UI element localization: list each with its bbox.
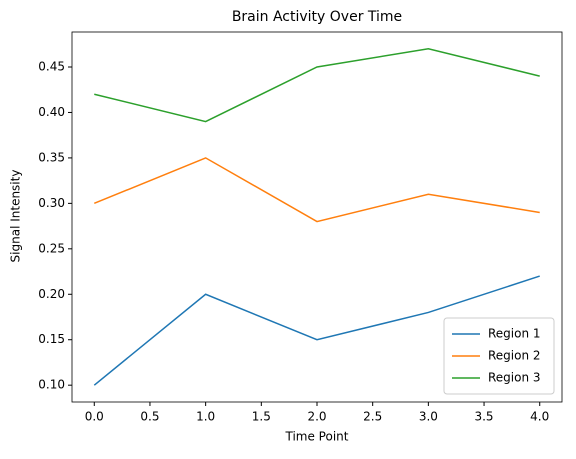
x-tick-label: 4.0 bbox=[530, 410, 549, 424]
series-line bbox=[93, 275, 540, 386]
y-tick-label: 0.30 bbox=[38, 196, 65, 210]
y-tick-label: 0.35 bbox=[38, 150, 65, 164]
y-tick-label: 0.15 bbox=[38, 332, 65, 346]
x-tick-label: 3.5 bbox=[474, 410, 493, 424]
x-tick-label: 1.5 bbox=[252, 410, 271, 424]
x-tick-label: 3.0 bbox=[419, 410, 438, 424]
x-tick-label: 2.5 bbox=[363, 410, 382, 424]
legend-box bbox=[443, 317, 555, 395]
y-tick-label: 0.20 bbox=[38, 287, 65, 301]
y-axis-label: Signal Intensity bbox=[9, 170, 23, 263]
x-tick-label: 0.5 bbox=[140, 410, 159, 424]
series-line bbox=[93, 157, 540, 223]
legend-label: Region 2 bbox=[488, 349, 541, 363]
x-axis-label: Time Point bbox=[285, 430, 349, 444]
chart-title: Brain Activity Over Time bbox=[232, 9, 402, 25]
x-tick-label: 1.0 bbox=[196, 410, 215, 424]
y-tick-label: 0.45 bbox=[38, 60, 65, 74]
legend-label: Region 1 bbox=[488, 327, 541, 341]
plot-frame bbox=[71, 31, 563, 403]
series-line bbox=[94, 48, 540, 123]
y-tick-label: 0.25 bbox=[38, 241, 65, 255]
legend-label: Region 3 bbox=[488, 371, 541, 385]
y-tick-label: 0.10 bbox=[38, 378, 65, 392]
x-tick-label: 0.0 bbox=[85, 410, 104, 424]
y-tick-label: 0.40 bbox=[38, 105, 65, 119]
x-tick-label: 2.0 bbox=[307, 410, 326, 424]
